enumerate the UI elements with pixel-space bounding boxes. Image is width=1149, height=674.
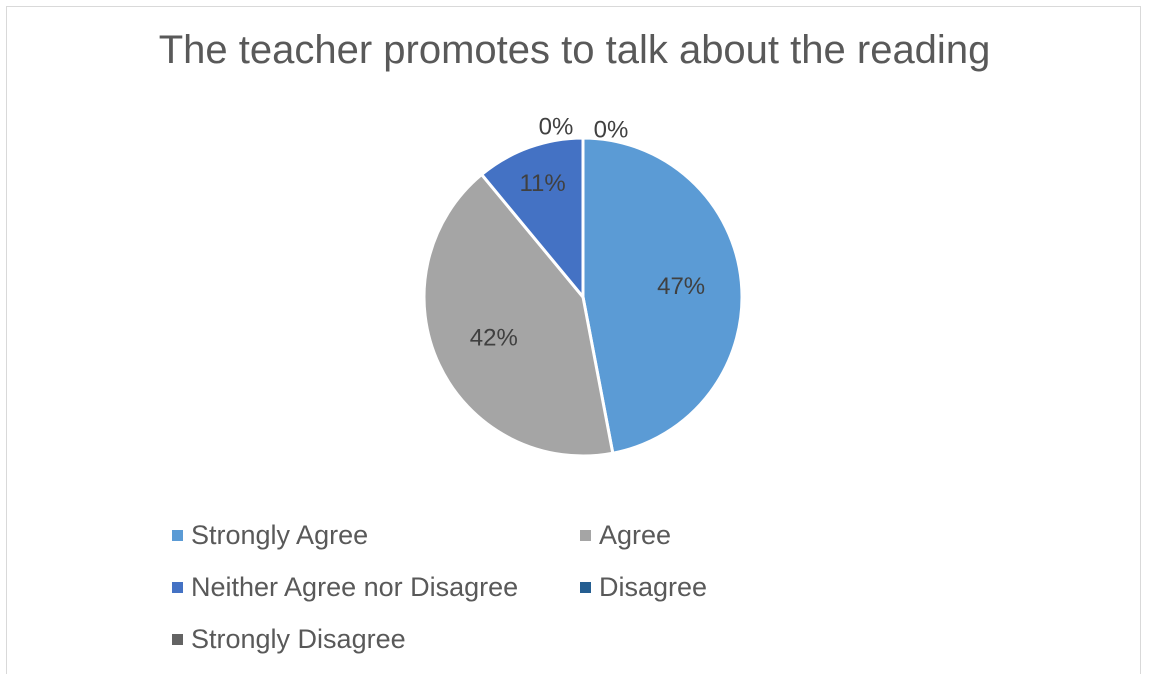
legend-swatch <box>172 530 183 541</box>
legend-item-disagree: Disagree <box>580 572 707 603</box>
legend-swatch <box>172 582 183 593</box>
legend-item-neither-agree-nor-disagree: Neither Agree nor Disagree <box>172 572 518 603</box>
data-label-disagree: 0% <box>539 113 574 140</box>
chart-title: The teacher promotes to talk about the r… <box>158 28 991 72</box>
data-label-strongly-agree: 47% <box>657 273 705 300</box>
legend-label: Agree <box>599 520 672 550</box>
pie-slice-neither-agree-nor-disagree <box>479 136 585 302</box>
legend-swatch <box>172 634 183 645</box>
data-label-neither-agree-nor-disagree: 11% <box>519 170 565 197</box>
legend-label: Strongly Agree <box>191 520 369 550</box>
data-label-strongly-disagree: 0% <box>594 116 629 143</box>
pie-slice-agree <box>422 172 615 458</box>
legend-label: Strongly Disagree <box>191 624 406 654</box>
data-label-agree: 42% <box>470 324 518 351</box>
pie-slice-strongly-agree <box>581 136 744 455</box>
legend-label: Disagree <box>599 572 708 602</box>
legend-item-strongly-agree: Strongly Agree <box>172 520 368 551</box>
legend-item-agree: Agree <box>580 520 671 551</box>
legend-item-strongly-disagree: Strongly Disagree <box>172 624 406 655</box>
legend-swatch <box>580 582 591 593</box>
legend-swatch <box>580 530 591 541</box>
legend-label: Neither Agree nor Disagree <box>191 572 519 602</box>
